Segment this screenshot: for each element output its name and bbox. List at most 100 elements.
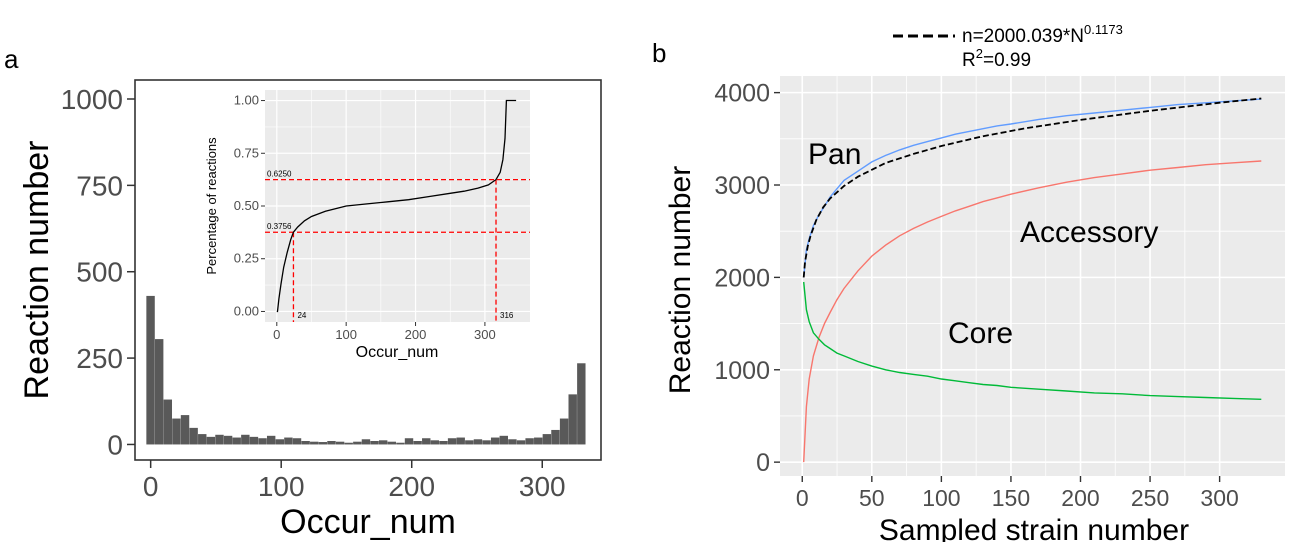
fit-legend: n=2000.039*N0.1173 R2=0.99	[893, 22, 1123, 71]
histogram-bar	[353, 441, 362, 445]
histogram-bar	[370, 441, 379, 445]
fit-legend-text: n=2000.039*N0.1173	[962, 22, 1123, 47]
histogram-bar	[473, 439, 483, 445]
panel-b-y-tick-label: 4000	[714, 80, 770, 108]
x-tick-label: 200	[388, 471, 435, 502]
histogram-bar	[361, 439, 371, 445]
panel-a-x-axis-label: Occur_num	[280, 503, 456, 541]
histogram-bar	[387, 441, 396, 445]
panel-b-gridlines	[780, 76, 1285, 476]
inset-cumulative-line	[276, 99, 517, 313]
histogram-bar	[551, 429, 560, 445]
histogram-bar	[146, 295, 155, 445]
panel-b-series	[802, 97, 1262, 463]
inset-y-axis-label: Percentage of reactions	[204, 137, 219, 275]
panel-b-background	[780, 76, 1285, 476]
inset-axes: 0 100 200 300 0.00 0.25 0.50 0.75 1.00	[234, 93, 496, 342]
histogram-bar	[508, 439, 517, 445]
panel-b-x-tick-label: 300	[1200, 485, 1238, 511]
core-series-line	[803, 281, 1262, 400]
panel-b-x-tick-label: 50	[859, 485, 885, 511]
histogram-bar	[292, 438, 302, 445]
histogram-bar	[490, 437, 500, 445]
histogram-bar	[275, 439, 284, 445]
histogram-bar	[577, 363, 586, 445]
panel-b-x-tick-label: 0	[796, 485, 809, 511]
histogram-bar	[310, 441, 319, 445]
histogram-bar	[516, 440, 526, 445]
histogram-bar	[499, 435, 508, 445]
histogram-bar	[327, 441, 336, 445]
panel-a-y-axis-label: Reaction number	[18, 141, 56, 400]
inset-x-tick-label: 200	[405, 327, 427, 342]
panel-a-border	[134, 79, 602, 461]
histogram-bar	[198, 434, 207, 445]
histogram-bar	[180, 415, 190, 445]
panel-b-y-tick-label: 2000	[714, 264, 770, 292]
inset-guide-label: 0.3756	[267, 222, 292, 231]
panel-a-inset: 0.6250 0.3756 24 316 0 100 200 300 0.00 0.25 0.50…	[204, 90, 530, 361]
panel-b-x-tick-label: 150	[992, 485, 1030, 511]
inset-guide-label: 0.6250	[267, 170, 292, 179]
histogram-bar	[266, 435, 276, 445]
panel-b-y-tick-label: 1000	[714, 357, 770, 385]
panel-a-letter: a	[4, 44, 19, 74]
histogram-bar	[215, 434, 224, 445]
histogram-bar	[439, 441, 448, 445]
inset-x-tick-label: 100	[335, 327, 357, 342]
histogram-bar	[568, 394, 577, 445]
panel-b-y-tick-label: 0	[756, 449, 770, 477]
histogram-bar	[318, 442, 328, 445]
histogram-bar	[223, 435, 233, 445]
histogram-bar	[189, 427, 198, 445]
panel-b-x-tick-label: 100	[922, 485, 960, 511]
panel-b-letter: b	[652, 38, 666, 68]
histogram-bar	[482, 440, 491, 445]
panel-b-x-tick-label: 200	[1061, 485, 1099, 511]
histogram-bar	[525, 438, 534, 445]
histogram-bar	[396, 442, 405, 445]
inset-guides: 0.6250 0.3756 24 316	[265, 170, 530, 322]
panel-b-y-tick-label: 3000	[714, 172, 770, 200]
inset-guide-label: 316	[500, 311, 514, 320]
x-tick-label: 0	[143, 471, 159, 502]
histogram-bar	[335, 441, 345, 445]
panel-b-x-axis-label: Sampled strain number	[879, 514, 1189, 542]
x-tick-label: 300	[519, 471, 566, 502]
histogram-bar	[422, 438, 431, 445]
y-tick-label: 750	[76, 170, 123, 201]
histogram-bar	[404, 438, 414, 445]
histogram-bar	[430, 440, 440, 445]
inset-y-tick-label: 1.00	[234, 93, 259, 108]
histogram-bar	[241, 434, 250, 445]
panel-a-bars	[146, 295, 586, 445]
histogram-bar	[301, 441, 310, 445]
y-tick-label: 250	[76, 343, 123, 374]
histogram-bar	[447, 438, 457, 445]
histogram-bar	[534, 437, 543, 445]
inset-y-tick-label: 0.00	[234, 303, 259, 318]
inset-x-tick-label: 0	[273, 327, 280, 342]
y-tick-label: 0	[107, 429, 123, 460]
histogram-bar	[172, 418, 181, 445]
accessory-series-line	[803, 160, 1262, 463]
histogram-bar	[378, 440, 388, 445]
histogram-bar	[249, 436, 259, 445]
panel-b-y-axis-label: Reaction number	[664, 166, 697, 394]
pan-curve-label: Pan	[808, 138, 861, 171]
fit-series-line	[802, 97, 1262, 278]
x-tick-label: 100	[258, 471, 305, 502]
inset-y-tick-label: 0.25	[234, 251, 259, 266]
panel-b-x-tick-label: 250	[1131, 485, 1169, 511]
histogram-bar	[258, 438, 267, 445]
inset-y-tick-label: 0.75	[234, 145, 259, 160]
histogram-bar	[456, 437, 465, 445]
histogram-bar	[163, 399, 173, 445]
histogram-bar	[542, 434, 552, 445]
r2-legend-text: R2=0.99	[962, 46, 1031, 71]
